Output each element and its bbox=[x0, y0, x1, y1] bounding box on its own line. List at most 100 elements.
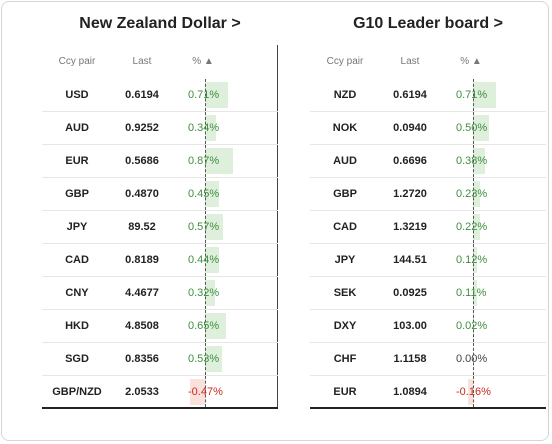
table-row[interactable]: JPY 89.52 0.57% bbox=[42, 211, 278, 244]
zero-line bbox=[473, 310, 474, 342]
zero-line bbox=[473, 277, 474, 309]
pct-change-cell: 0.34% bbox=[188, 122, 220, 134]
last-price-cell: 0.4870 bbox=[125, 188, 159, 200]
ccy-pair-cell: JPY bbox=[334, 254, 356, 266]
ccy-pair-cell: SEK bbox=[333, 287, 357, 299]
change-bar bbox=[205, 214, 224, 240]
change-bar bbox=[467, 379, 473, 405]
pct-change-cell: 0.71% bbox=[456, 89, 488, 101]
table-row[interactable]: DXY 103.00 0.02% bbox=[310, 310, 546, 343]
zero-line bbox=[473, 112, 474, 144]
last-price-cell: 0.8356 bbox=[125, 353, 159, 365]
pct-change-cell: 0.53% bbox=[188, 353, 220, 365]
pct-change-cell: -0.16% bbox=[456, 386, 491, 398]
change-bar bbox=[205, 82, 228, 108]
ccy-pair-cell: HKD bbox=[65, 320, 89, 332]
last-price-cell: 0.5686 bbox=[125, 155, 159, 167]
zero-line bbox=[205, 79, 206, 111]
last-price-cell: 0.6194 bbox=[125, 89, 159, 101]
pct-change-cell: 0.22% bbox=[456, 221, 488, 233]
ccy-pair-cell: USD bbox=[65, 89, 89, 101]
ccy-pair-header[interactable]: Ccy pair bbox=[326, 56, 364, 67]
change-bar bbox=[473, 148, 486, 174]
pct-change-cell: 0.65% bbox=[188, 320, 220, 332]
table-row[interactable]: EUR 0.5686 0.87% bbox=[42, 145, 278, 178]
zero-line bbox=[473, 79, 474, 111]
zero-line bbox=[205, 112, 206, 144]
last-price-cell: 0.8189 bbox=[125, 254, 159, 266]
zero-line bbox=[205, 244, 206, 276]
pct-change-cell: 0.44% bbox=[188, 254, 220, 266]
zero-line bbox=[473, 343, 474, 375]
change-bar bbox=[205, 115, 216, 141]
ccy-pair-cell: NZD bbox=[333, 89, 357, 101]
last-price-cell: 4.8508 bbox=[125, 320, 159, 332]
change-bar bbox=[473, 115, 489, 141]
table-row[interactable]: GBP/NZD 2.0533 -0.47% bbox=[42, 376, 278, 409]
nzd-table-body: USD 0.6194 0.71% AUD 0.9252 0.34% EUR 0.5686 0.8… bbox=[42, 79, 278, 409]
zero-line bbox=[205, 277, 206, 309]
ccy-pair-cell: NOK bbox=[332, 122, 358, 134]
table-header: Ccy pair Last % ▲ bbox=[310, 56, 546, 70]
ccy-pair-cell: CAD bbox=[65, 254, 89, 266]
table-row[interactable]: AUD 0.6696 0.38% bbox=[310, 145, 546, 178]
pct-change-cell: 0.00% bbox=[456, 353, 488, 365]
table-row[interactable]: SEK 0.0925 0.11% bbox=[310, 277, 546, 310]
last-price-cell: 89.52 bbox=[128, 221, 156, 233]
table-row[interactable]: EUR 1.0894 -0.16% bbox=[310, 376, 546, 409]
table-row[interactable]: NOK 0.0940 0.50% bbox=[310, 112, 546, 145]
change-bar bbox=[205, 148, 233, 174]
table-header: Ccy pair Last % ▲ bbox=[42, 56, 278, 70]
pct-change-cell: 0.32% bbox=[188, 287, 220, 299]
pct-change-cell: 0.57% bbox=[188, 221, 220, 233]
last-price-cell: 0.0940 bbox=[393, 122, 427, 134]
pct-change-cell: 0.71% bbox=[188, 89, 220, 101]
ccy-pair-cell: DXY bbox=[333, 320, 357, 332]
pct-change-cell: 0.87% bbox=[188, 155, 220, 167]
table-row[interactable]: GBP 0.4870 0.45% bbox=[42, 178, 278, 211]
ccy-pair-cell: GBP/NZD bbox=[52, 386, 102, 398]
change-bar bbox=[205, 280, 216, 306]
change-bar bbox=[473, 82, 496, 108]
table-row[interactable]: SGD 0.8356 0.53% bbox=[42, 343, 278, 376]
table-row[interactable]: GBP 1.2720 0.23% bbox=[310, 178, 546, 211]
ccy-pair-cell: CNY bbox=[65, 287, 89, 299]
g10-panel-title-link[interactable]: G10 Leader board > bbox=[353, 15, 503, 32]
change-bar bbox=[189, 379, 205, 405]
zero-line bbox=[473, 145, 474, 177]
table-row[interactable]: AUD 0.9252 0.34% bbox=[42, 112, 278, 145]
pct-change-cell: 0.38% bbox=[456, 155, 488, 167]
pct-change-cell: -0.47% bbox=[188, 386, 223, 398]
table-row[interactable]: CHF 1.1158 0.00% bbox=[310, 343, 546, 376]
nzd-panel-title-link[interactable]: New Zealand Dollar > bbox=[79, 15, 241, 32]
zero-line bbox=[473, 376, 474, 407]
change-bar bbox=[205, 181, 220, 207]
change-bar bbox=[205, 247, 220, 273]
zero-line bbox=[473, 178, 474, 210]
table-row[interactable]: CAD 1.3219 0.22% bbox=[310, 211, 546, 244]
last-header[interactable]: Last bbox=[400, 56, 420, 67]
last-price-cell: 103.00 bbox=[393, 320, 427, 332]
last-price-cell: 144.51 bbox=[393, 254, 427, 266]
ccy-pair-header[interactable]: Ccy pair bbox=[58, 56, 96, 67]
table-row[interactable]: CNY 4.4677 0.32% bbox=[42, 277, 278, 310]
table-row[interactable]: USD 0.6194 0.71% bbox=[42, 79, 278, 112]
pct-change-cell: 0.02% bbox=[456, 320, 488, 332]
ccy-pair-cell: EUR bbox=[333, 386, 357, 398]
table-row[interactable]: JPY 144.51 0.12% bbox=[310, 244, 546, 277]
last-price-cell: 1.1158 bbox=[393, 353, 427, 365]
pct-change-header[interactable]: % ▲ bbox=[192, 56, 214, 67]
table-row[interactable]: NZD 0.6194 0.71% bbox=[310, 79, 546, 112]
table-row[interactable]: CAD 0.8189 0.44% bbox=[42, 244, 278, 277]
last-price-cell: 0.9252 bbox=[125, 122, 159, 134]
pct-change-header[interactable]: % ▲ bbox=[460, 56, 482, 67]
table-row[interactable]: HKD 4.8508 0.65% bbox=[42, 310, 278, 343]
change-bar bbox=[473, 181, 481, 207]
last-price-cell: 0.6696 bbox=[393, 155, 427, 167]
last-price-cell: 0.6194 bbox=[393, 89, 427, 101]
zero-line bbox=[205, 310, 206, 342]
ccy-pair-cell: CAD bbox=[333, 221, 357, 233]
last-header[interactable]: Last bbox=[132, 56, 152, 67]
change-bar bbox=[205, 346, 222, 372]
ccy-pair-cell: GBP bbox=[333, 188, 357, 200]
